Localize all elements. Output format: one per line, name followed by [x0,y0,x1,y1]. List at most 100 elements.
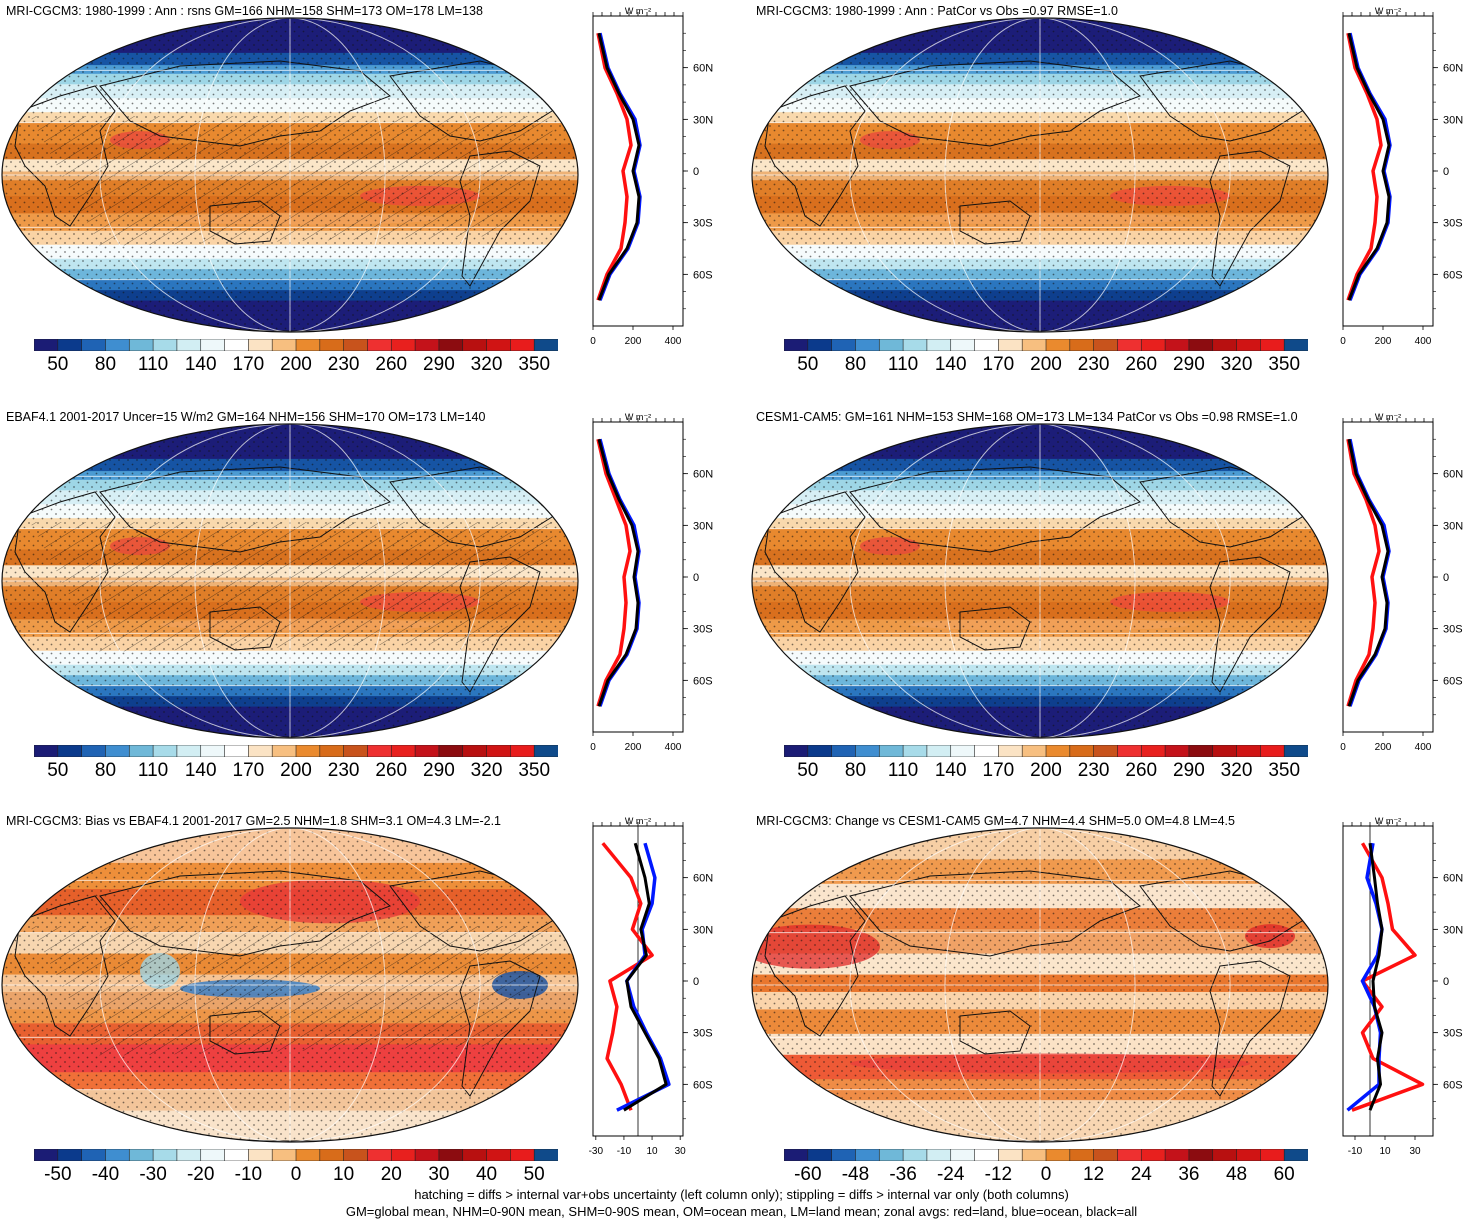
colorbar-tick-label: 24 [1130,1164,1152,1185]
colorbar-tick-label: 200 [280,354,312,375]
colorbar-swatch [81,1149,107,1161]
colorbar-swatch [1093,1149,1119,1161]
colorbar-swatch [128,1149,154,1161]
colorbar-tick-label: -30 [139,1164,167,1185]
zonal-lat-label: 30S [1443,624,1463,636]
zonal-mean-plot: W m⁻² -10 10 30 60N 30N 0 30S 60S [1342,816,1463,1157]
colorbar-tick-label: 80 [844,354,867,375]
colorbar-swatch [784,339,809,351]
colorbar-swatch [1212,745,1238,757]
zonal-lat-label: 60S [693,1079,713,1091]
colorbar-tick-label: 200 [1030,354,1062,375]
colorbar-tick-label: 110 [887,760,919,781]
colorbar-swatch [248,339,273,351]
colorbar-swatch [295,745,321,757]
colorbar-tick-label: 110 [137,354,169,375]
zonal-lat-label: 30N [1443,114,1463,126]
colorbar-tick-label: 350 [518,760,551,781]
colorbar-tick-label: 48 [1225,1164,1248,1185]
colorbar-swatch [878,339,904,351]
colorbar-swatch [1045,1149,1071,1161]
colorbar-tick-label: 12 [1083,1164,1105,1185]
zonal-mean-plot: W m⁻² 0 200 400 60N 30N 0 30S 60S [590,412,713,753]
colorbar-swatch [414,1149,440,1161]
panel-cesm: CESM1-CAM5: GM=161 NHM=153 SHM=168 OM=17… [750,410,1483,810]
footnote-line-1: hatching = diffs > internal var+obs unce… [414,1187,1069,1202]
zonal-mean-plot: W m⁻² 0 200 400 60N 30N 0 30S 60S [590,6,713,347]
panel-title: EBAF4.1 2001-2017 Uncer=15 W/m2 GM=164 N… [6,410,486,424]
zonal-series-all [1368,843,1384,1111]
colorbar-swatch [1212,1149,1238,1161]
zonal-lat-label: 60N [1443,469,1463,481]
colorbar-swatch [486,1149,511,1161]
colorbar-swatch [855,745,880,757]
zonal-xtick-label: 400 [665,742,682,753]
colorbar-swatch [926,1149,952,1161]
zonal-lat-label: 60N [693,469,713,481]
colorbar-tick-label: 290 [423,354,455,375]
zonal-lat-label: 60N [1443,873,1463,885]
colorbar-tick-label: 140 [934,760,967,781]
colorbar-tick-label: 200 [280,760,312,781]
zonal-lat-label: 30N [693,114,713,126]
colorbar-swatch [200,1149,226,1161]
colorbar-tick-label: 140 [184,354,217,375]
colorbar-swatch [343,745,369,757]
colorbar-swatch [807,339,833,351]
zonal-xtick-label: -10 [617,1146,632,1157]
colorbar-tick-label: 350 [1268,354,1301,375]
zonal-lat-label: 30S [693,624,713,636]
colorbar-swatch [1117,1149,1142,1161]
zonal-frame [1342,825,1434,1137]
colorbar-swatch [1045,745,1071,757]
zonal-series-land [1351,842,1425,1112]
zonal-lat-label: 30N [1443,924,1463,936]
colorbar-swatch [295,339,321,351]
zonal-xtick-label: 0 [1340,742,1346,753]
colorbar-swatch [878,745,904,757]
colorbar-swatch [224,339,249,351]
colorbar-swatch [414,339,440,351]
colorbar-swatch [807,1149,833,1161]
colorbar-swatch [1021,745,1047,757]
colorbar-swatch [224,745,249,757]
colorbar-swatch [950,1149,976,1161]
zonal-series-land [1346,438,1381,707]
global-map [1,827,579,1143]
zonal-lat-label: 30S [1443,1028,1463,1040]
zonal-unit-label: W m⁻² [625,816,651,826]
zonal-lat-label: 0 [1443,976,1449,988]
colorbar-swatch [926,339,952,351]
colorbar-swatch [1093,339,1119,351]
colorbar-tick-label: 36 [1178,1164,1200,1185]
colorbar-swatch [1069,1149,1095,1161]
zonal-xtick-label: 400 [665,336,682,347]
zonal-series-all [623,842,668,1112]
colorbar-swatch [152,745,178,757]
colorbar-swatch [1236,1149,1261,1161]
colorbar-tick-label: 10 [333,1164,355,1185]
zonal-mean-plot: W m⁻² 0 200 400 60N 30N 0 30S 60S [1340,412,1463,753]
colorbar [784,745,1308,757]
colorbar-tick-label: 260 [375,760,408,781]
colorbar-swatch [1117,745,1142,757]
colorbar-swatch [1117,339,1142,351]
zonal-series-land [1346,32,1383,301]
panel-mri-climatology: MRI-CGCM3: 1980-1999 : Ann : rsns GM=166… [0,4,741,404]
colorbar-swatch [462,1149,488,1161]
colorbar-swatch [1283,1149,1308,1161]
zonal-mean-plot: W m⁻² -30 -10 10 30 60N 30N 0 30S 60S [589,816,714,1157]
zonal-lat-label: 30S [1443,218,1463,230]
colorbar-swatch [533,745,558,757]
colorbar-tick-label: 320 [1220,354,1253,375]
zonal-xtick-label: 0 [590,336,596,347]
colorbar-swatch [1260,1149,1285,1161]
colorbar-swatch [176,745,202,757]
zonal-series-ocean [1346,842,1384,1112]
colorbar-tick-label: 170 [982,354,1015,375]
colorbar-swatch [105,339,130,351]
colorbar-tick-label: 290 [1173,760,1205,781]
zonal-lat-label: 30N [1443,520,1463,532]
colorbar-tick-label: -20 [186,1164,215,1185]
zonal-series-land [596,438,632,707]
